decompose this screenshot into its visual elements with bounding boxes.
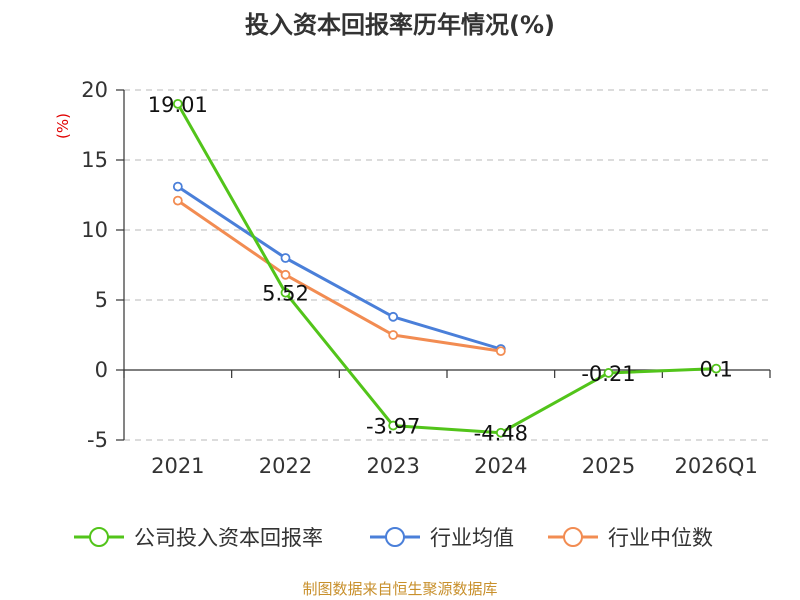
data-point [388,420,399,431]
data-label: 19.01 [148,93,208,117]
x-tick-label: 2022 [259,454,312,478]
y-tick-label: 5 [95,288,108,312]
x-tick-label: 2021 [151,454,204,478]
legend-label: 行业中位数 [608,526,713,550]
y-tick-label: 0 [95,358,108,382]
data-point [172,98,183,109]
data-point [280,287,291,298]
data-point [172,195,183,206]
data-label: -4.48 [474,422,528,446]
data-label: -3.97 [366,415,420,439]
axes: -5 0 5 10 15 20 2021 2022 2023 2024 2025 2026Q1 [81,78,771,478]
series-lines [172,98,722,438]
data-label: -0.21 [581,362,635,386]
legend-marker [89,527,109,547]
y-tick-label: 20 [81,78,108,102]
data-point [280,253,291,263]
data-point [495,427,506,438]
data-labels: 19.01 5.52 -3.97 -4.48 -0.21 0.1 [148,93,733,446]
gridlines [124,89,770,441]
legend-marker [563,527,583,547]
legend[interactable]: 公司投入资本回报率 行业均值 行业中位数 [74,526,713,550]
series-line [176,103,717,435]
source-note: 制图数据来自恒生聚源数据库 [302,580,497,598]
chart-title: 投入资本回报率历年情况(%) [245,11,555,39]
data-label: 0.1 [699,358,732,382]
data-point [172,181,183,192]
data-point [388,311,399,322]
y-axis-unit: (%) [54,113,72,139]
y-tick-label: 15 [81,148,108,172]
legend-label: 公司投入资本回报率 [134,526,323,550]
legend-label: 行业均值 [430,526,514,550]
y-tick-label: -5 [87,428,108,452]
legend-item[interactable]: 行业中位数 [548,526,713,550]
x-tick-label: 2026Q1 [674,454,757,478]
series-line [176,199,502,353]
data-point [711,363,722,374]
legend-marker [385,527,405,547]
data-point [388,330,399,340]
x-tick-label: 2023 [366,454,419,478]
x-tick-label: 2025 [582,454,635,478]
y-tick-label: 10 [81,218,108,242]
data-point [280,269,291,280]
x-tick-label: 2024 [474,454,527,478]
legend-item[interactable]: 公司投入资本回报率 [74,526,323,550]
series-line [177,185,502,351]
data-point [495,346,506,357]
data-point [603,368,614,378]
legend-item[interactable]: 行业均值 [370,526,514,550]
data-label: 5.52 [262,282,309,306]
